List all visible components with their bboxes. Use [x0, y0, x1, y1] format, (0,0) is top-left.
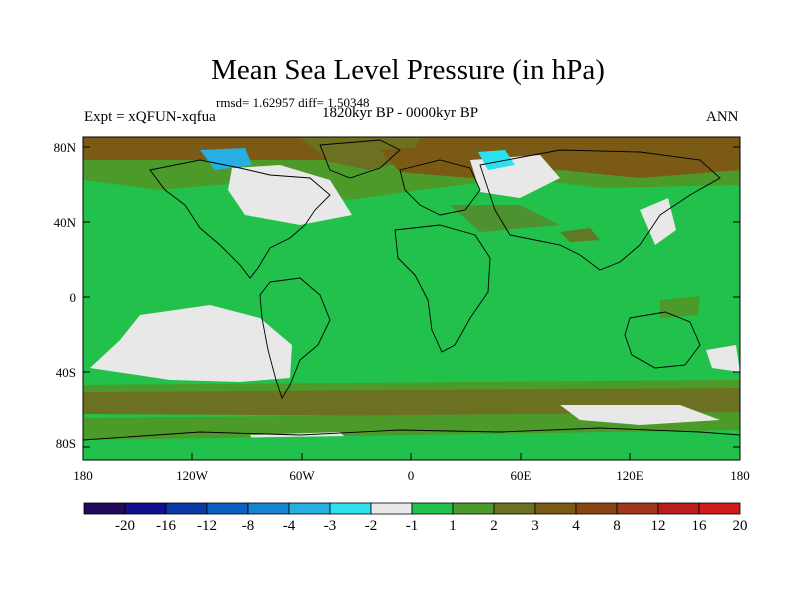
canada-light — [228, 165, 352, 225]
greenland-coast — [319, 139, 401, 179]
lat-tick-label: 80S — [55, 436, 76, 451]
lon-tick-label: 60W — [289, 468, 315, 483]
colorbar-box — [206, 502, 249, 515]
lat-tick-label: 40N — [53, 215, 76, 230]
colorbar-label: -4 — [282, 518, 296, 534]
canada-blue — [200, 148, 252, 170]
lat-tick-label: 40S — [55, 365, 76, 380]
australia-coast — [624, 311, 701, 369]
colorbar-boxes — [83, 502, 741, 515]
colorbar-label: -20 — [115, 518, 135, 534]
colorbar-label: -1 — [405, 518, 419, 534]
colorbar-label: 20 — [732, 518, 748, 534]
asia-coast — [479, 149, 721, 271]
colorbar-box — [698, 502, 741, 515]
pacific-olive — [660, 296, 700, 318]
colorbar-box — [247, 502, 290, 515]
season-label: ANN — [706, 109, 739, 125]
colorbar-label: -12 — [197, 518, 217, 534]
colorbar-label: 16 — [691, 518, 707, 534]
colorbar-label: -2 — [364, 518, 378, 534]
lon-tick-label: 180 — [73, 468, 93, 483]
colorbar-label: -16 — [156, 518, 176, 534]
antarctic-light — [560, 405, 720, 425]
period-label: 1820kyr BP - 0000kyr BP — [322, 105, 479, 121]
colorbar-label: 1 — [449, 518, 457, 534]
colorbar-box — [575, 502, 618, 515]
colorbar-label: 2 — [490, 518, 498, 534]
antarctica-coast — [83, 427, 740, 441]
colorbar-box — [370, 502, 413, 515]
lon-tick-label: 60E — [510, 468, 532, 483]
antarctic-band — [83, 430, 740, 460]
colorbar-box — [493, 502, 536, 515]
europe-coast — [399, 159, 481, 216]
colorbar-box — [288, 502, 331, 515]
lon-tick-label: 180 — [730, 468, 750, 483]
colorbar-box — [452, 502, 495, 515]
colorbar-box — [534, 502, 577, 515]
coastlines — [83, 139, 740, 441]
experiment-label: Expt = xQFUN-xqfua — [84, 109, 216, 125]
page-title: Mean Sea Level Pressure (in hPa) — [211, 54, 605, 86]
colorbar-label: 12 — [650, 518, 666, 534]
colorbar-box — [657, 502, 700, 515]
lon-tick-label: 120W — [176, 468, 208, 483]
map-ticks — [83, 146, 740, 460]
siberia-blue — [478, 150, 515, 170]
midlat-brown — [450, 205, 560, 232]
colorbar-label: -3 — [323, 518, 337, 534]
colorbar-box — [411, 502, 454, 515]
stats-text: rmsd= 1.62957 diff= 1.50348 — [216, 95, 370, 110]
australia-light — [706, 345, 740, 372]
eastasia-light — [640, 198, 676, 245]
colorbar-label: -8 — [241, 518, 255, 534]
africa-coast — [394, 224, 491, 353]
lat-tick-label: 0 — [69, 290, 77, 305]
lon-tick-label: 120E — [616, 468, 644, 483]
colorbar-box — [165, 502, 208, 515]
lon-tick-label: 0 — [407, 468, 415, 483]
north-america-coast — [149, 159, 331, 279]
south-america-coast — [259, 277, 331, 400]
colorbar-label: 3 — [531, 518, 539, 534]
colorbar-box — [83, 502, 126, 515]
mideast-brown — [560, 228, 600, 242]
south-pacific-light — [90, 305, 292, 382]
colorbar-label: 4 — [572, 518, 580, 534]
colorbar-box — [124, 502, 167, 515]
colorbar-box — [616, 502, 659, 515]
colorbar-box — [329, 502, 372, 515]
colorbar-label: 8 — [613, 518, 621, 534]
lat-tick-label: 80N — [53, 140, 76, 155]
